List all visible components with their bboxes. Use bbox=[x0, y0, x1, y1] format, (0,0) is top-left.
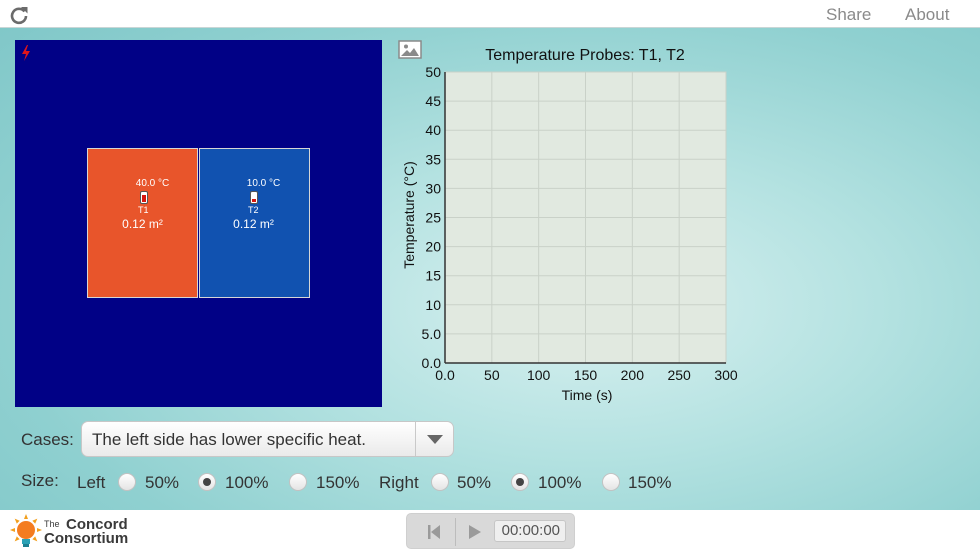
left-block[interactable]: 40.0 °C T1 0.12 m² bbox=[87, 148, 198, 298]
right-size-100-label[interactable]: 100% bbox=[538, 473, 582, 492]
left-block-area: 0.12 m² bbox=[122, 217, 163, 231]
right-size-50-label[interactable]: 50% bbox=[457, 473, 492, 492]
chevron-down-icon[interactable] bbox=[427, 435, 443, 444]
playback-controls: 00:00:00 bbox=[406, 513, 575, 549]
left-size-50-radio[interactable] bbox=[118, 473, 136, 491]
share-link[interactable]: Share bbox=[826, 5, 872, 24]
left-size-150-radio[interactable] bbox=[289, 473, 307, 491]
reload-icon[interactable] bbox=[9, 5, 29, 25]
right-size-50-radio[interactable] bbox=[431, 473, 449, 491]
graph-plot[interactable]: 0.0 50 100 150 200 250 300 0.0 5.0 10 15 20 25 30 35 40… bbox=[398, 40, 750, 410]
dropdown-divider bbox=[415, 422, 416, 456]
y-tick-label: 0.0 bbox=[422, 355, 442, 371]
y-tick-label: 40 bbox=[425, 122, 441, 138]
lightning-icon[interactable] bbox=[21, 45, 31, 61]
x-tick-label: 150 bbox=[574, 367, 598, 383]
size-label: Size: bbox=[21, 471, 59, 490]
x-tick-label: 250 bbox=[667, 367, 691, 383]
logo-text-the: The bbox=[44, 519, 60, 529]
probe-t2-temperature: 10.0 °C bbox=[246, 178, 281, 189]
y-tick-label: 50 bbox=[425, 64, 441, 80]
thermometer-icon[interactable] bbox=[140, 191, 148, 204]
right-size-100-radio[interactable] bbox=[511, 473, 529, 491]
time-display: 00:00:00 bbox=[494, 520, 566, 542]
x-tick-label: 200 bbox=[621, 367, 645, 383]
image-icon[interactable] bbox=[398, 40, 422, 59]
probe-t1-temperature: 40.0 °C bbox=[135, 178, 170, 189]
right-size-150-label[interactable]: 150% bbox=[628, 473, 672, 492]
y-tick-label: 15 bbox=[425, 268, 441, 284]
simulation-view[interactable]: 40.0 °C T1 0.12 m² 10.0 °C T2 0.12 m² bbox=[15, 40, 382, 407]
x-tick-label: 50 bbox=[484, 367, 500, 383]
y-tick-label: 20 bbox=[425, 239, 441, 255]
left-size-50-label[interactable]: 50% bbox=[145, 473, 180, 492]
probe-t2-label: T2 bbox=[248, 205, 259, 215]
left-size-150-label[interactable]: 150% bbox=[316, 473, 360, 492]
right-size-label: Right bbox=[379, 473, 419, 492]
graph-x-axis-label: Time (s) bbox=[561, 387, 613, 403]
right-block[interactable]: 10.0 °C T2 0.12 m² bbox=[199, 148, 310, 298]
bottom-bar: The Concord Consortium 00:00:00 bbox=[0, 510, 980, 555]
graph-title: Temperature Probes: T1, T2 bbox=[485, 47, 685, 64]
y-tick-label: 25 bbox=[425, 210, 441, 226]
y-tick-label: 30 bbox=[425, 180, 441, 196]
play-icon[interactable] bbox=[462, 521, 490, 543]
about-link[interactable]: About bbox=[905, 5, 950, 24]
probe-t1-label: T1 bbox=[138, 205, 149, 215]
right-block-area: 0.12 m² bbox=[233, 217, 274, 231]
left-size-label: Left bbox=[77, 473, 106, 492]
thermometer-icon[interactable] bbox=[250, 191, 258, 204]
x-tick-label: 100 bbox=[527, 367, 551, 383]
top-bar: Share About bbox=[0, 0, 980, 28]
temperature-graph: Temperature Probes: T1, T2 0.0 50 100 150 20… bbox=[398, 40, 750, 410]
cases-dropdown[interactable]: The left side has lower specific heat. bbox=[81, 421, 454, 457]
logo-text-consortium: Consortium bbox=[44, 530, 129, 547]
right-size-150-radio[interactable] bbox=[602, 473, 620, 491]
x-tick-label: 300 bbox=[714, 367, 738, 383]
y-tick-label: 5.0 bbox=[422, 326, 442, 342]
cases-label: Cases: bbox=[21, 430, 74, 449]
reset-icon[interactable] bbox=[419, 521, 447, 543]
left-size-100-label[interactable]: 100% bbox=[225, 473, 269, 492]
graph-y-axis-label: Temperature (°C) bbox=[401, 161, 417, 269]
cases-selected-value: The left side has lower specific heat. bbox=[92, 430, 367, 449]
y-tick-label: 45 bbox=[425, 93, 441, 109]
left-size-100-radio[interactable] bbox=[198, 473, 216, 491]
playback-divider bbox=[455, 518, 456, 546]
x-tick-label: 0.0 bbox=[435, 367, 455, 383]
logo-text-concord: Concord bbox=[66, 516, 128, 533]
y-tick-label: 10 bbox=[425, 297, 441, 313]
y-tick-label: 35 bbox=[425, 151, 441, 167]
lightbulb-logo-icon bbox=[10, 514, 42, 547]
